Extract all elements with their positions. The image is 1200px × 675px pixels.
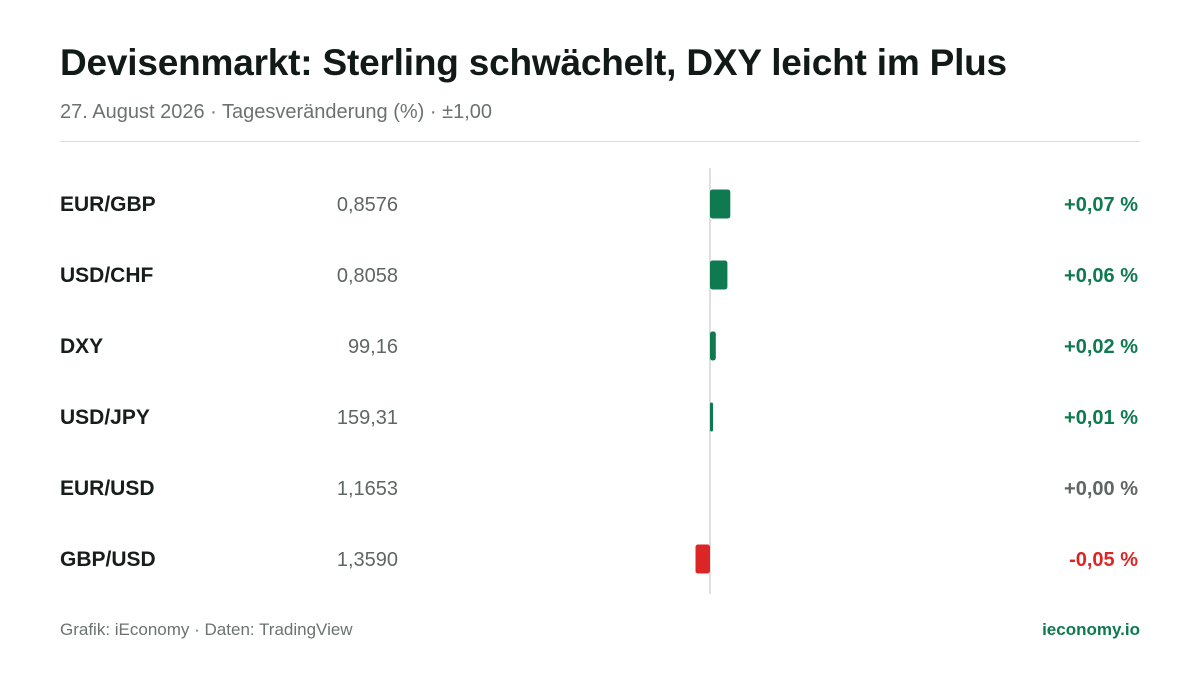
- chart-title: Devisenmarkt: Sterling schwächelt, DXY l…: [60, 42, 1007, 83]
- change-label: -0,05 %: [1069, 549, 1138, 571]
- change-label: +0,07 %: [1064, 194, 1138, 216]
- source-credit: Grafik: iEconomy · Daten: TradingView: [60, 620, 353, 639]
- rate-value: 99,16: [348, 336, 398, 358]
- brand-link[interactable]: ieconomy.io: [1042, 620, 1140, 639]
- chart-subtitle: 27. August 2026 · Tagesveränderung (%) ·…: [60, 101, 492, 123]
- change-label: +0,01 %: [1064, 407, 1138, 429]
- change-label: +0,02 %: [1064, 336, 1138, 358]
- change-bar: [710, 402, 713, 432]
- change-bar: [710, 189, 731, 219]
- change-bar: [710, 331, 716, 361]
- change-label: +0,06 %: [1064, 265, 1138, 287]
- header-divider: [60, 141, 1140, 142]
- pair-label: GBP/USD: [60, 548, 156, 571]
- rate-value: 159,31: [337, 407, 398, 429]
- pair-label: EUR/GBP: [60, 193, 156, 216]
- change-bar: [710, 260, 728, 290]
- pair-label: USD/JPY: [60, 406, 150, 429]
- change-label: +0,00 %: [1064, 478, 1138, 500]
- rate-value: 0,8058: [337, 265, 398, 287]
- rate-value: 1,3590: [337, 549, 398, 571]
- pair-label: USD/CHF: [60, 264, 154, 287]
- rate-value: 0,8576: [337, 194, 398, 216]
- pair-label: EUR/USD: [60, 477, 155, 500]
- pair-label: DXY: [60, 335, 103, 358]
- change-bar: [695, 544, 710, 574]
- rate-value: 1,1653: [337, 478, 398, 500]
